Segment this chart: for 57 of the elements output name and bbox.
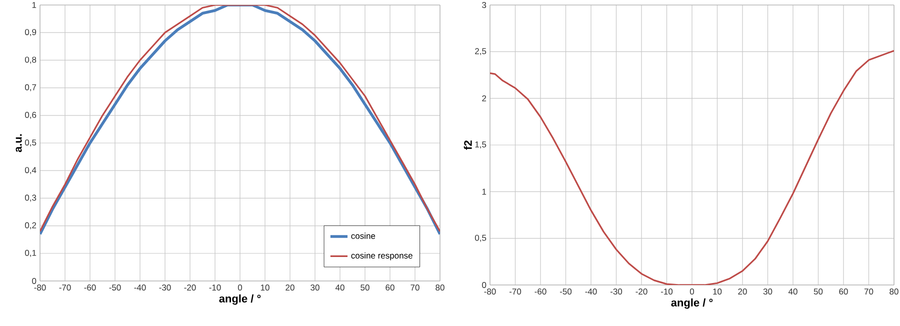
- y-tick-label: 0,4: [24, 167, 36, 174]
- x-tick-label: -70: [509, 288, 522, 295]
- y-tick-label: 0,5: [24, 139, 36, 146]
- y-tick-label: 3: [482, 2, 486, 8]
- y-tick-label: 0,3: [24, 194, 36, 202]
- x-tick-label: -10: [660, 288, 673, 295]
- x-tick-label: 0: [690, 288, 694, 295]
- x-tick-label: -20: [636, 288, 648, 295]
- x-tick-label: 60: [839, 288, 848, 295]
- y-tick-label: 2,5: [475, 48, 486, 56]
- x-tick-label: -60: [534, 288, 546, 295]
- y-tick-label: 0,9: [24, 29, 36, 36]
- x-tick-label: -80: [34, 284, 46, 291]
- x-tick-label: 70: [410, 284, 420, 291]
- x-tick-label: -20: [184, 284, 196, 291]
- x-tick-label: 70: [864, 288, 874, 295]
- y-tick-label: 1,5: [475, 142, 486, 148]
- x-tick-label: 50: [360, 284, 370, 291]
- x-tick-label: -10: [209, 284, 221, 291]
- x-tick-label: 20: [286, 284, 294, 291]
- x-axis-title: angle / °: [219, 294, 261, 305]
- x-tick-label: -30: [159, 284, 171, 291]
- y-tick-label: 0,2: [24, 222, 36, 230]
- x-tick-label: 30: [763, 288, 772, 295]
- x-tick-label: 80: [436, 284, 444, 291]
- legend-label: cosine: [351, 232, 376, 239]
- x-tick-label: -80: [484, 288, 496, 295]
- y-tick-label: 2: [482, 95, 486, 102]
- y-tick-label: 0,7: [24, 84, 36, 92]
- y-tick-label: 1: [32, 2, 36, 8]
- y-tick-label: 0: [32, 278, 36, 284]
- x-tick-label: 80: [890, 288, 898, 295]
- y-tick-label: 0,5: [474, 234, 486, 242]
- y-axis-title: a.u.: [16, 134, 22, 152]
- x-tick-label: 40: [788, 288, 798, 295]
- x-tick-label: 50: [814, 288, 823, 295]
- x-tick-label: 20: [738, 288, 747, 295]
- x-tick-label: -70: [59, 284, 71, 291]
- x-axis-title: angle / °: [671, 298, 713, 309]
- legend-label: cosine response: [351, 252, 412, 260]
- x-tick-label: 60: [386, 284, 394, 291]
- y-tick-label: 0,8: [24, 56, 36, 64]
- x-tick-label: 0: [238, 284, 242, 291]
- x-tick-label: -60: [84, 284, 96, 291]
- x-tick-label: 40: [335, 284, 344, 291]
- x-tick-label: 10: [713, 288, 722, 295]
- x-tick-label: 30: [310, 284, 320, 291]
- x-tick-label: -50: [109, 284, 121, 291]
- y-axis-title: f2: [464, 140, 472, 150]
- x-tick-label: -40: [134, 284, 146, 291]
- y-tick-label: 1: [482, 188, 486, 195]
- x-tick-label: -40: [585, 288, 597, 295]
- x-tick-label: -50: [560, 288, 572, 295]
- x-tick-label: 10: [260, 284, 270, 291]
- y-tick-label: 0,6: [24, 112, 36, 119]
- x-tick-label: -30: [610, 288, 622, 295]
- y-tick-label: 0,1: [24, 250, 36, 257]
